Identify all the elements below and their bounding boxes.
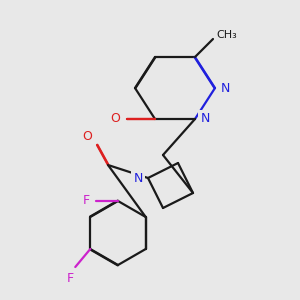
Text: F: F bbox=[67, 272, 74, 286]
Text: O: O bbox=[82, 130, 92, 143]
Text: N: N bbox=[133, 172, 143, 184]
Text: N: N bbox=[220, 82, 230, 94]
Text: N: N bbox=[200, 112, 210, 125]
Text: O: O bbox=[110, 112, 120, 125]
Text: CH₃: CH₃ bbox=[217, 30, 237, 40]
Text: F: F bbox=[82, 194, 90, 208]
